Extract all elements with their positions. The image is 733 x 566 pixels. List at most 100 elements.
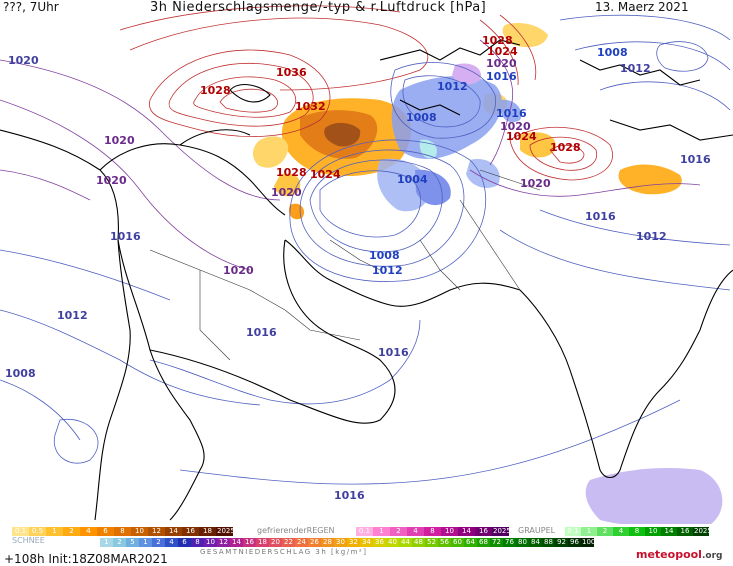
isobars-high	[119, 5, 613, 181]
legend-swatch: 2025+	[216, 527, 241, 536]
isobar-label: 1016	[585, 210, 616, 223]
isobar-label: 1036	[276, 66, 307, 79]
isobar-label: 1012	[437, 80, 468, 93]
legend-swatch: 1	[46, 527, 63, 536]
legend-swatch: 14	[661, 527, 677, 536]
isobar-label: 1012	[620, 62, 651, 75]
legend-swatch: 22	[282, 538, 295, 547]
legend-swatch: 92	[555, 538, 568, 547]
graupel-label: GRAUPEL	[518, 526, 556, 535]
forecast-day-label: ???, 7Uhr	[3, 0, 59, 14]
isobar-label: 1016	[334, 489, 365, 502]
legend-swatch: 2	[597, 527, 613, 536]
brand-suffix: .org	[701, 551, 723, 561]
isobar-label: 1016	[486, 70, 517, 83]
legend-swatch: 6	[178, 538, 191, 547]
graupel-legend-row: 0.1 1 2 4 8 10 14 16 2025+	[565, 527, 718, 536]
legend-swatch: 96	[568, 538, 581, 547]
isobar-label: 1020	[500, 120, 531, 133]
legend-swatch: 52	[425, 538, 438, 547]
legend-swatch: 18	[256, 538, 269, 547]
precip-snow-area	[377, 63, 723, 528]
legend-swatch: 8	[191, 538, 204, 547]
legend-swatch: 32	[347, 538, 360, 547]
legend-swatch: 36	[373, 538, 386, 547]
legend-swatch: 0.1	[356, 527, 373, 536]
legend-swatch: 10	[645, 527, 661, 536]
legend-swatch: 60	[451, 538, 464, 547]
legend-swatch: 30	[334, 538, 347, 547]
isobar-label: 1020	[104, 134, 135, 147]
legend-swatch: 64	[464, 538, 477, 547]
legend-swatch: 24	[295, 538, 308, 547]
legend-swatch: 26	[308, 538, 321, 547]
precipitation-legend: 0.1 0.5 1 2 4 6 8 10 12 14 16 18 2025+ gefrierenderR…	[0, 524, 733, 566]
isobar-label: 1008	[597, 46, 628, 59]
brand-name: meteopool	[636, 548, 702, 561]
legend-swatch: 16	[182, 527, 199, 536]
isobar-label: 1020	[223, 264, 254, 277]
isobar-label: 1012	[57, 309, 88, 322]
legend-swatch: 34	[360, 538, 373, 547]
legend-swatch: 84	[529, 538, 542, 547]
coastlines	[0, 39, 733, 521]
legend-swatch: 10	[204, 538, 217, 547]
isobar-label: 1020	[520, 177, 551, 190]
legend-swatch: 4	[165, 538, 178, 547]
legend-swatch: 1	[100, 538, 113, 547]
legend-swatch: 14	[165, 527, 182, 536]
isobar-label: 1008	[406, 111, 437, 124]
legend-swatch: 0.5	[29, 527, 46, 536]
isobar-label: 1024	[506, 130, 537, 143]
legend-swatch: 10	[441, 527, 458, 536]
legend-swatch: 2	[152, 538, 165, 547]
legend-swatch: 2025+	[492, 527, 517, 536]
isobar-label: 1020	[486, 57, 517, 70]
legend-swatch: 16	[475, 527, 492, 536]
legend-swatch: 8	[629, 527, 645, 536]
legend-swatch: 12	[217, 538, 230, 547]
forecast-date: 13. Maerz 2021	[595, 0, 689, 14]
rain-legend-row: 0.1 0.5 1 2 4 6 8 10 12 14 16 18 2025+	[12, 527, 241, 536]
isobar-label: 1020	[271, 186, 302, 199]
isobar-label: 1020	[8, 54, 39, 67]
legend-swatch: 5	[126, 538, 139, 547]
legend-swatch: 12	[148, 527, 165, 536]
isobar-label: 1024	[487, 45, 518, 58]
legend-swatch: 68	[477, 538, 490, 547]
isobar-label: 1012	[372, 264, 403, 277]
legend-swatch: 2025+	[693, 527, 718, 536]
legend-swatch: 4	[407, 527, 424, 536]
legend-swatch: 0.1	[12, 527, 29, 536]
legend-swatch: 40	[386, 538, 399, 547]
map-title: 3h Niederschlagsmenge/-typ & r.Luftdruck…	[150, 0, 487, 15]
legend-swatch: 14	[230, 538, 243, 547]
legend-swatch: 4	[613, 527, 629, 536]
total-precip-legend-row: 1 2 5 1 2 4 6 8 10 12 14 16 18 20 22 24 26 28 30 32 34 36 40 44…	[100, 538, 595, 547]
brand-logo[interactable]: meteopool.org	[636, 548, 722, 561]
freezing-rain-label: gefrierenderREGEN	[257, 526, 335, 535]
legend-swatch: 56	[438, 538, 451, 547]
isobar-label: 1004	[397, 173, 428, 186]
isobar-label: 1016	[378, 346, 409, 359]
isobar-label: 1024	[310, 168, 341, 181]
borders	[149, 169, 541, 361]
isobar-label: 1028	[550, 141, 581, 154]
isobars-mid	[0, 39, 701, 271]
isobar-label: 1028	[276, 166, 307, 179]
isobar-label: 1016	[110, 230, 141, 243]
legend-swatch: 80	[516, 538, 529, 547]
isobar-label: 1008	[5, 367, 36, 380]
legend-swatch: 48	[412, 538, 425, 547]
legend-swatch: 28	[321, 538, 334, 547]
legend-swatch: 1	[373, 527, 390, 536]
legend-swatch: 44	[399, 538, 412, 547]
isobar-label: 1016	[496, 107, 527, 120]
isobar-label: 1008	[369, 249, 400, 262]
legend-swatch: 6	[97, 527, 114, 536]
legend-swatch: 20	[269, 538, 282, 547]
isobar-labels: 1020 1028 1036 1032 1020 1020 1028 1024 …	[5, 34, 711, 502]
legend-swatch: 18	[199, 527, 216, 536]
